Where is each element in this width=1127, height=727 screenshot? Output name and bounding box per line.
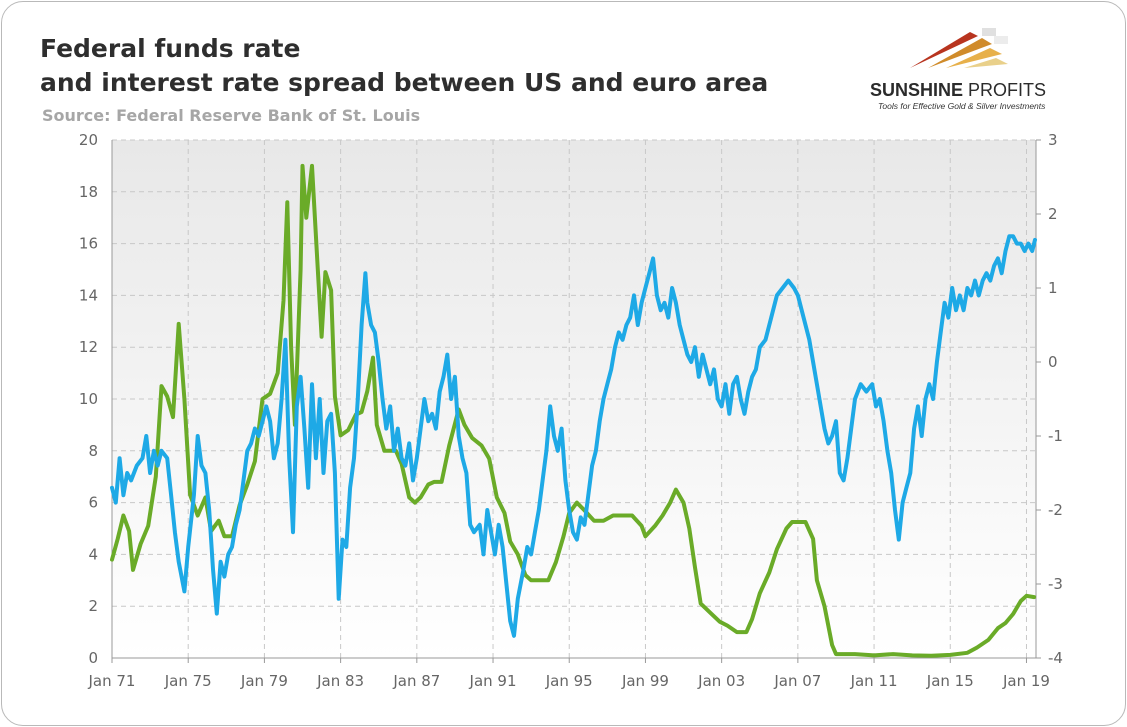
chart-title: Federal funds rate and interest rate spr… [40, 32, 768, 100]
logo-tagline: Tools for Effective Gold & Silver Invest… [878, 101, 1046, 111]
x-tick-label: Jan 07 [773, 672, 821, 690]
y-left-tick-label: 10 [79, 390, 98, 408]
logo-name: SUNSHINE PROFITS [870, 80, 1046, 101]
spread-line [110, 234, 1037, 638]
x-tick-label: Jan 95 [545, 672, 593, 690]
y-left-tick-label: 18 [79, 183, 98, 201]
logo-name-light: PROFITS [963, 80, 1047, 100]
y-left-tick-label: 6 [88, 494, 98, 512]
x-tick-label: Jan 87 [392, 672, 440, 690]
title-line-1: Federal funds rate [40, 34, 301, 63]
x-tick-label: Jan 03 [697, 672, 745, 690]
y-right-tick-label: -1 [1048, 427, 1063, 445]
axes [111, 139, 1041, 663]
x-tick-label: Jan 15 [926, 672, 974, 690]
y-left-tick-label: 8 [88, 442, 98, 460]
sunshine-profits-logo: SUNSHINE PROFITS Tools for Effective Gol… [870, 26, 1070, 116]
title-line-2: and interest rate spread between US and … [40, 68, 769, 97]
y-left-tick-label: 16 [79, 235, 98, 253]
y-left-tick-label: 0 [88, 649, 98, 667]
grid-lines [111, 139, 1036, 658]
y-right-tick-label: 2 [1048, 205, 1058, 223]
logo-sunrays-icon [910, 28, 1008, 68]
y-right-tick-label: 3 [1048, 131, 1058, 149]
x-tick-label: Jan 11 [850, 672, 898, 690]
x-tick-label: Jan 83 [316, 672, 364, 690]
x-tick-label: Jan 99 [621, 672, 669, 690]
x-tick-label: Jan 75 [164, 672, 212, 690]
y-right-tick-label: 1 [1048, 279, 1058, 297]
y-right-tick-label: -3 [1048, 575, 1063, 593]
x-tick-label: Jan 79 [240, 672, 288, 690]
y-right-tick-label: 0 [1048, 353, 1058, 371]
y-right-tick-label: -4 [1048, 649, 1063, 667]
y-right-tick-label: -2 [1048, 501, 1063, 519]
x-tick-label: Jan 19 [1002, 672, 1050, 690]
source-note: Source: Federal Reserve Bank of St. Loui… [42, 106, 421, 125]
y-left-tick-label: 14 [79, 286, 98, 304]
y-left-tick-label: 12 [79, 338, 98, 356]
y-left-tick-label: 2 [88, 597, 98, 615]
y-left-tick-label: 4 [88, 545, 98, 563]
logo-name-bold: SUNSHINE [870, 80, 964, 100]
series-lines [110, 163, 1037, 658]
y-left-tick-label: 20 [79, 131, 98, 149]
x-tick-label: Jan 71 [88, 672, 136, 690]
x-tick-label: Jan 91 [469, 672, 517, 690]
